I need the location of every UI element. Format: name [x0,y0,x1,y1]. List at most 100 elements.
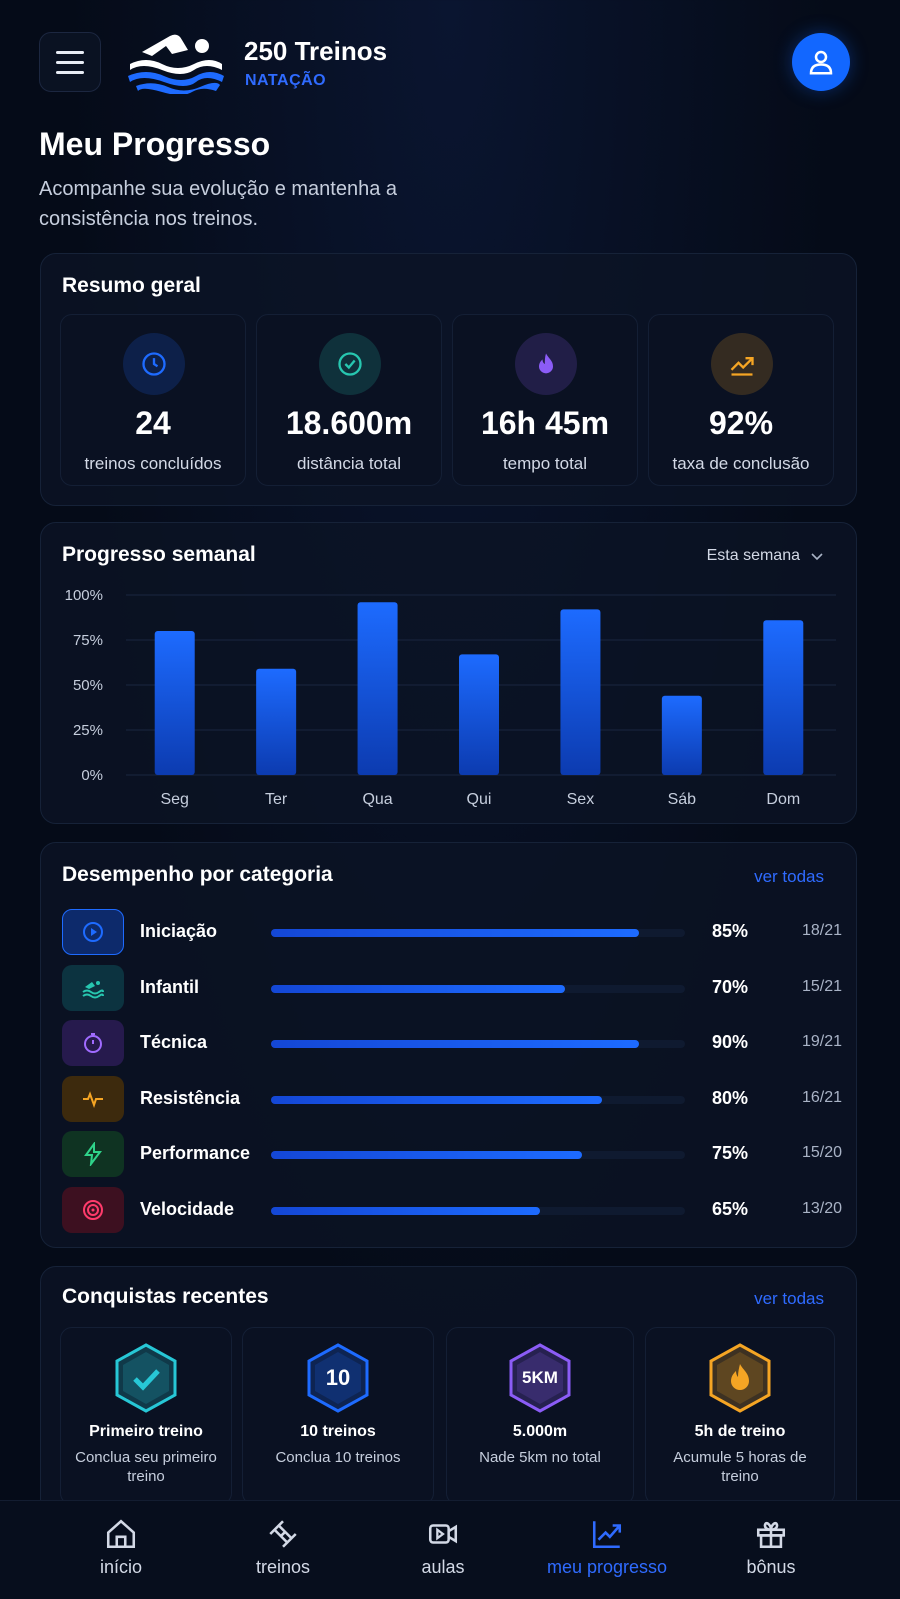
category-count: 13/20 [801,1199,842,1217]
nav-item-bônus[interactable]: bônus [691,1501,851,1599]
app-header: 250 Treinos NATAÇÃO [0,0,900,120]
category-performance-card: Desempenho por categoria ver todas Inici… [40,842,857,1248]
achievement-desc: Nade 5km no total [479,1449,601,1466]
category-progress-track [271,929,685,937]
nav-item-meu-progresso[interactable]: meu progresso [527,1501,687,1599]
hamburger-line [56,60,84,64]
weekly-bar-chart: 0% 25% 50% 75% 100% Seg Ter Qua Qui Sex Sáb Dom [65,587,836,808]
menu-button[interactable] [39,32,101,92]
nav-icon-wrap [104,1517,138,1556]
category-row[interactable]: Infantil 70% 15/21 [62,964,842,1011]
y-tick-label: 25% [73,722,103,739]
category-progress-fill [271,1206,541,1215]
category-row[interactable]: Iniciação 85% 18/21 [62,909,842,955]
trend-up-icon [730,357,754,376]
bar-Dom [763,620,804,775]
stat-label: tempo total [502,454,588,473]
category-progress-fill [271,1151,582,1159]
category-title: Desempenho por categoria [62,863,333,886]
achievements-card: Conquistas recentes ver todas Primeiro t… [40,1266,857,1526]
nav-icon-wrap [754,1517,788,1556]
achievement-card[interactable]: Primeiro treino Conclua seu primeiro trei… [60,1327,232,1505]
stat-label: treinos concluídos [84,454,222,473]
stat-value: 92% [708,405,774,441]
category-icon-wrap [62,964,124,1011]
achievement-title: 5.000m [512,1423,568,1440]
achievement-card[interactable]: 5h de treino Acumule 5 horas de treino [645,1327,835,1505]
swimmer-icon [82,980,104,998]
bar-Sex [560,609,601,775]
badge-text: 5KM [522,1368,558,1387]
category-row[interactable]: Técnica 90% 19/21 [62,1020,842,1066]
category-progress-track [271,1151,685,1159]
gift-icon [756,1521,786,1549]
category-icon-wrap [62,1020,124,1066]
x-tick-label: Qua [362,791,392,808]
period-dropdown-label: Esta semana [706,547,800,564]
stat-icon-wrap [123,333,185,395]
category-percent: 80% [712,1087,749,1108]
achievement-title: 10 treinos [300,1423,376,1440]
achievement-desc: Conclua seu primeiro treino [75,1449,217,1485]
stat-icon-wrap [319,333,381,395]
target-icon [83,1199,103,1220]
y-tick-label: 0% [81,767,103,784]
app-subtitle: NATAÇÃO [245,72,327,89]
category-row[interactable]: Performance 75% 15/20 [62,1131,842,1177]
badge-text: 10 [325,1365,351,1390]
x-tick-label: Seg [160,791,188,808]
weekly-progress-card: Progresso semanal Esta semana 0% 25% 50% 75… [40,522,857,824]
ten-badge-icon: 10 [303,1342,373,1414]
flame-badge-icon [705,1342,775,1414]
achievement-card[interactable]: 10 10 treinos Conclua 10 treinos [242,1327,434,1505]
stat-card: 24 treinos concluídos [60,314,246,486]
category-percent: 85% [712,921,749,941]
page-subtitle: Acompanhe sua evolução e mantenha a cons… [39,178,398,230]
category-name: Performance [140,1143,251,1163]
page-title: Meu Progresso [39,126,271,162]
x-tick-label: Sáb [668,791,697,808]
bar-Seg [154,631,195,775]
stat-value: 24 [135,405,171,441]
stat-value: 18.600m [285,405,413,441]
achievement-card[interactable]: 5KM 5.000m Nade 5km no total [446,1327,634,1505]
profile-button[interactable] [792,33,850,91]
category-percent: 75% [712,1143,749,1163]
app-title: 250 Treinos [244,36,388,66]
nav-label: aulas [421,1557,465,1577]
category-icon-wrap [62,1075,124,1122]
nav-icon-wrap [590,1517,624,1556]
bar-Sáb [661,695,702,775]
nav-item-aulas[interactable]: aulas [363,1501,523,1599]
achievements-see-all-link[interactable]: ver todas [754,1289,824,1308]
bar-Qua [357,602,398,775]
x-tick-label: Ter [265,791,288,808]
chart-line-icon [592,1521,622,1549]
nav-label: treinos [255,1557,311,1577]
summary-title: Resumo geral [62,274,201,297]
nav-icon-wrap [426,1517,460,1556]
category-progress-fill [271,984,565,993]
category-see-all-link[interactable]: ver todas [754,867,824,886]
category-name: Velocidade [140,1198,235,1219]
home-icon [106,1519,136,1549]
stopwatch-icon [84,1033,102,1053]
category-percent: 70% [712,976,749,997]
chevron-down-icon [811,553,823,561]
category-row[interactable]: Velocidade 65% 13/20 [62,1186,842,1233]
y-tick-label: 100% [65,587,103,604]
play-icon [83,922,103,942]
stat-icon-wrap [515,333,577,395]
achievement-title: Primeiro treino [89,1423,203,1440]
nav-item-treinos[interactable]: treinos [203,1501,363,1599]
category-count: 15/21 [801,977,842,995]
nav-icon-wrap [266,1517,300,1556]
x-tick-label: Sex [567,791,595,808]
nav-item-início[interactable]: início [41,1501,201,1599]
category-icon-wrap [62,909,124,955]
category-row[interactable]: Resistência 80% 16/21 [62,1075,842,1122]
category-progress-fill [271,1095,603,1104]
category-count: 15/20 [801,1144,842,1161]
category-progress-fill [271,1040,640,1048]
period-dropdown[interactable]: Esta semana [707,547,824,565]
